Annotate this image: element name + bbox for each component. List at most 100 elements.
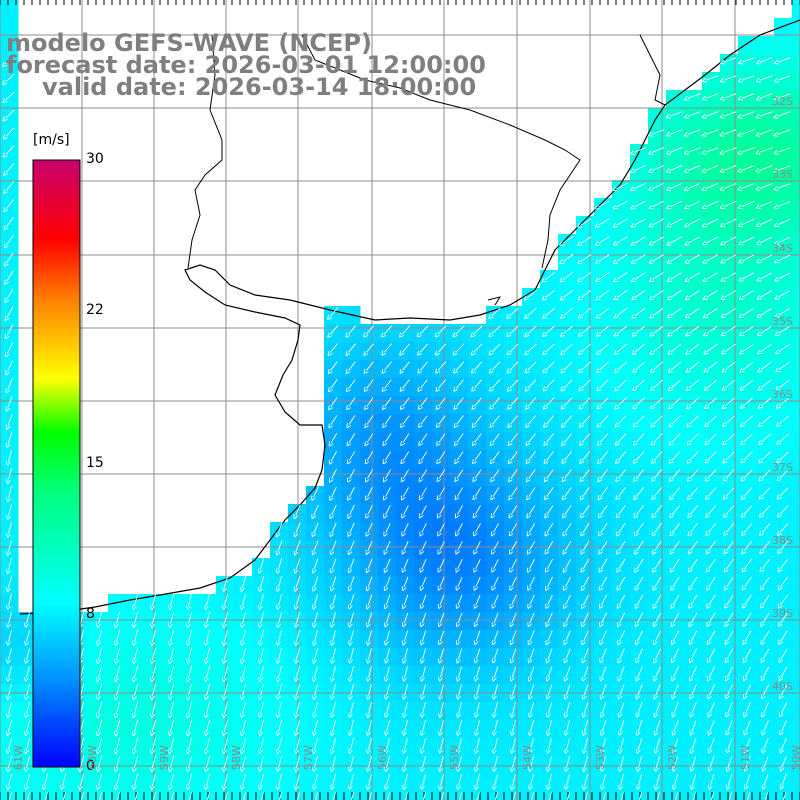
wind-arrow bbox=[708, 451, 717, 461]
field-cell bbox=[684, 612, 703, 631]
field-cell bbox=[486, 540, 505, 559]
wind-arrow bbox=[510, 307, 519, 316]
field-cell bbox=[522, 540, 541, 559]
wind-arrow bbox=[529, 523, 536, 532]
wind-arrow bbox=[635, 379, 645, 388]
field-cell bbox=[684, 414, 703, 433]
wind-arrow bbox=[727, 576, 734, 587]
wind-arrow bbox=[744, 558, 752, 569]
latitude-label: 36S bbox=[772, 388, 793, 401]
field-cell bbox=[666, 162, 685, 181]
wind-arrow bbox=[563, 325, 573, 334]
field-cell bbox=[756, 126, 775, 145]
field-cell bbox=[648, 666, 667, 685]
field-cell bbox=[360, 378, 379, 397]
field-cell bbox=[486, 378, 505, 397]
wind-arrow bbox=[564, 379, 573, 389]
wind-arrow bbox=[386, 505, 391, 515]
wind-arrow bbox=[527, 307, 537, 316]
wind-arrow bbox=[385, 379, 392, 389]
field-cell bbox=[702, 162, 721, 181]
wind-arrow bbox=[188, 594, 193, 606]
field-cell bbox=[360, 324, 379, 343]
field-cell bbox=[468, 522, 487, 541]
wind-arrow bbox=[759, 165, 773, 171]
wind-arrow bbox=[617, 272, 628, 280]
field-cell bbox=[792, 414, 800, 433]
field-cell bbox=[468, 468, 487, 487]
wind-arrow bbox=[637, 522, 644, 533]
field-cell bbox=[630, 666, 649, 685]
field-cell bbox=[720, 576, 739, 595]
field-cell bbox=[468, 414, 487, 433]
field-cell bbox=[324, 486, 343, 505]
wind-arrow bbox=[688, 93, 701, 98]
wind-arrow bbox=[617, 218, 628, 225]
field-cell bbox=[792, 126, 800, 145]
wind-arrow bbox=[670, 129, 683, 135]
wind-arrow bbox=[709, 558, 716, 569]
wind-arrow bbox=[742, 75, 755, 80]
wind-arrow bbox=[422, 576, 427, 587]
field-cell bbox=[612, 342, 631, 361]
field-cell bbox=[324, 378, 343, 397]
field-cell bbox=[756, 630, 775, 649]
wind-arrow bbox=[654, 522, 662, 533]
wind-arrow bbox=[652, 218, 664, 225]
field-cell bbox=[792, 270, 800, 289]
field-cell bbox=[432, 558, 451, 577]
field-cell bbox=[630, 468, 649, 487]
wind-arrow bbox=[742, 290, 754, 298]
field-cell bbox=[234, 792, 253, 800]
wind-arrow bbox=[762, 487, 771, 497]
wind-arrow bbox=[206, 594, 211, 606]
wind-arrow bbox=[760, 93, 773, 99]
wind-arrow bbox=[744, 540, 753, 550]
wind-arrow bbox=[331, 379, 338, 388]
field-cell bbox=[720, 324, 739, 343]
field-cell bbox=[774, 108, 793, 127]
field-cell bbox=[378, 468, 397, 487]
field-cell bbox=[738, 378, 757, 397]
wind-arrow bbox=[332, 486, 337, 497]
field-cell bbox=[324, 522, 343, 541]
field-cell bbox=[792, 468, 800, 487]
field-cell bbox=[738, 468, 757, 487]
field-cell bbox=[702, 594, 721, 613]
field-cell bbox=[684, 378, 703, 397]
wind-arrow bbox=[564, 343, 573, 352]
wind-arrow bbox=[5, 73, 15, 82]
field-cell bbox=[756, 144, 775, 163]
field-cell bbox=[432, 324, 451, 343]
wind-arrow bbox=[529, 505, 536, 514]
field-cell bbox=[306, 540, 325, 559]
field-cell bbox=[792, 252, 800, 271]
colorbar-tick-30: 30 bbox=[86, 151, 104, 167]
field-cell bbox=[738, 324, 757, 343]
wind-arrow bbox=[778, 183, 791, 189]
wind-arrow bbox=[421, 451, 428, 461]
wind-arrow bbox=[332, 558, 337, 570]
wind-arrow bbox=[726, 540, 735, 551]
wind-arrow bbox=[547, 576, 553, 587]
field-cell bbox=[612, 234, 631, 253]
field-cell bbox=[792, 216, 800, 235]
field-cell bbox=[0, 216, 19, 235]
field-cell bbox=[450, 378, 469, 397]
wind-arrow bbox=[688, 236, 701, 243]
field-cell bbox=[738, 540, 757, 559]
longitude-label: 53W bbox=[594, 745, 607, 770]
wind-arrow bbox=[8, 522, 12, 534]
wind-arrow bbox=[635, 254, 646, 262]
field-cell bbox=[432, 342, 451, 361]
wind-arrow bbox=[385, 487, 391, 496]
field-cell bbox=[756, 270, 775, 289]
wind-arrow bbox=[581, 218, 592, 225]
field-cell bbox=[792, 36, 800, 55]
field-cell bbox=[648, 216, 667, 235]
wind-arrow bbox=[457, 433, 464, 443]
coastline-path bbox=[19, 19, 800, 615]
field-cell bbox=[720, 666, 739, 685]
wind-arrow bbox=[745, 576, 752, 587]
